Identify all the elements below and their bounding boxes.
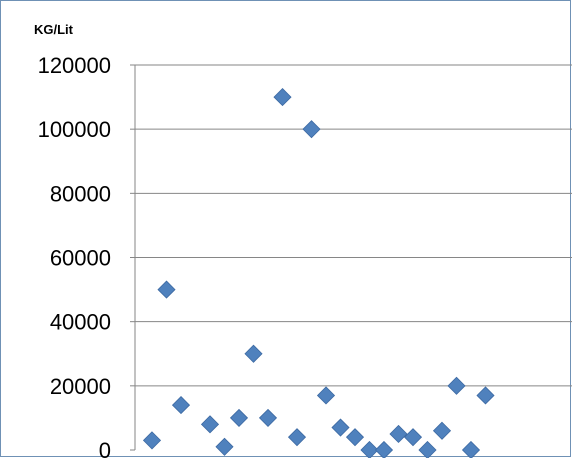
y-tick-label: 20000 [50, 374, 111, 399]
data-point [461, 440, 481, 458]
y-tick-labels: 0 20000 40000 60000 80000 100000 120000 [38, 53, 111, 458]
y-tick-label: 0 [99, 438, 111, 458]
data-point [215, 437, 234, 456]
data-point [142, 431, 162, 450]
data-point [418, 440, 437, 458]
data-point [273, 88, 292, 107]
y-tick-label: 40000 [50, 310, 111, 335]
y-tick-label: 120000 [38, 53, 111, 78]
data-point [345, 428, 365, 447]
data-point [200, 415, 220, 434]
data-point [374, 440, 394, 458]
data-point [244, 344, 263, 363]
data-point [171, 396, 191, 415]
data-point [258, 408, 278, 427]
data-point [476, 386, 495, 405]
data-point [360, 440, 379, 458]
data-point [403, 428, 423, 447]
data-point [316, 386, 336, 405]
data-points [142, 88, 495, 458]
data-point [157, 280, 176, 299]
data-point [432, 421, 452, 440]
data-point [447, 376, 466, 395]
data-point [331, 418, 350, 437]
y-tick-label: 80000 [50, 181, 111, 206]
axes [130, 64, 136, 451]
data-point [302, 120, 321, 139]
data-point [389, 424, 408, 444]
gridlines [135, 64, 572, 387]
y-tick-label: 100000 [38, 117, 111, 142]
y-axis-label: KG/Lit [34, 22, 74, 37]
y-tick-label: 60000 [50, 246, 111, 271]
data-point [287, 428, 307, 447]
data-point [229, 408, 249, 427]
